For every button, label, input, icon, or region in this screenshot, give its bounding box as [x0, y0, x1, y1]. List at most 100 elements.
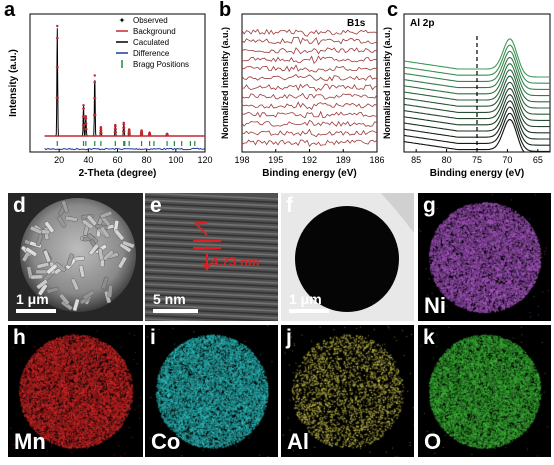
- b1s-series: [241, 128, 378, 138]
- sem-flake: [59, 293, 70, 305]
- panel-f-label: f: [286, 194, 293, 217]
- fringe-line: [145, 279, 278, 288]
- scale-label-d: 1 μm: [16, 291, 49, 307]
- o-map-canvas: [418, 325, 551, 457]
- observed-point: [93, 96, 97, 100]
- scale-bar-f: [289, 309, 329, 313]
- observed-point: [93, 81, 97, 84]
- al2p-series: [403, 88, 550, 128]
- observed-point: [56, 36, 59, 40]
- sem-flake: [35, 269, 48, 275]
- fringe-line: [145, 251, 278, 260]
- b1s-series: [241, 73, 378, 82]
- fringe-line: [145, 318, 208, 321]
- observed-point: [56, 66, 59, 69]
- lattice-fringes: [145, 193, 278, 321]
- sem-flake: [70, 278, 80, 291]
- panel-g-label: g: [423, 194, 436, 217]
- fringe-line: [145, 265, 278, 274]
- fringe-line: [145, 304, 278, 312]
- observed-point: [84, 115, 88, 118]
- b1s-series: [241, 139, 378, 148]
- al2p-series: [403, 44, 550, 84]
- sem-particle: [8, 193, 143, 321]
- observed-point: [122, 126, 126, 129]
- sem-image: d 1 μm: [8, 193, 143, 321]
- observed-point: [100, 129, 103, 132]
- panel-i-label: i: [150, 326, 156, 349]
- fringe-line: [145, 262, 278, 270]
- fringe-line: [145, 220, 278, 228]
- x-tick-label: 20: [54, 155, 64, 165]
- panel-j-label: j: [286, 326, 292, 349]
- al2p-series: [403, 38, 550, 78]
- sem-flake: [97, 247, 104, 261]
- observed-point: [128, 132, 131, 135]
- sem-flake: [35, 233, 44, 247]
- fringe-line: [145, 199, 278, 207]
- al2p-series: [403, 94, 550, 134]
- xrd-chart: 20 40 60 80 100 120 2-Theta (degree) Intensity …: [8, 13, 213, 179]
- fringe-line: [145, 283, 278, 291]
- difference-line: [44, 147, 206, 151]
- fringe-line: [145, 248, 278, 256]
- panel-k-label: k: [423, 326, 435, 349]
- scale-label-e: 5 nm: [153, 291, 186, 307]
- x-tick-label: 65: [533, 155, 543, 165]
- element-o: O: [424, 429, 442, 454]
- observed-point: [114, 130, 118, 134]
- y-axis-label: Normalized intensity (a.u.): [382, 27, 392, 139]
- ni-map-canvas: [418, 193, 551, 321]
- sem-flake: [88, 243, 99, 256]
- b1s-series: [241, 36, 378, 46]
- sem-flake: [122, 240, 135, 249]
- co-map: i Co: [145, 325, 278, 457]
- x-tick-label: 70: [502, 155, 512, 165]
- x-tick-label: 192: [302, 155, 317, 165]
- legend-label: Observed: [133, 16, 168, 25]
- x-tick-label: 80: [442, 155, 452, 165]
- sem-flake: [78, 264, 86, 278]
- mn-map: h Mn: [8, 325, 143, 457]
- sem-flake: [113, 229, 125, 241]
- legend-symbol: ✦: [119, 16, 126, 25]
- observed-point: [85, 127, 88, 131]
- sem-flake: [56, 215, 67, 228]
- sem-flake: [46, 286, 60, 294]
- al-map-canvas: [281, 325, 414, 457]
- scale-bar-d: [16, 309, 56, 313]
- observed-point: [128, 128, 131, 132]
- x-tick-label: 85: [411, 155, 421, 165]
- observed-point: [84, 117, 88, 120]
- fringe-line: [145, 193, 278, 200]
- sem-flake: [61, 200, 69, 213]
- observed-point: [114, 127, 117, 131]
- sem-flake: [99, 226, 110, 239]
- y-axis-label: Normalized intensity (a.u.): [220, 27, 230, 139]
- fringe-line: [145, 276, 278, 284]
- fringe-line: [145, 202, 278, 211]
- x-tick-label: 120: [197, 155, 212, 165]
- observed-point: [82, 115, 86, 118]
- tem-image: f 1 μm: [281, 193, 414, 321]
- observed-point: [100, 131, 103, 135]
- hrtem-image: e 4.73 nm 5 nm: [145, 193, 278, 321]
- fringe-line: [145, 223, 278, 232]
- observed-point: [123, 130, 126, 133]
- sem-flake: [30, 274, 44, 280]
- x-tick-label: 189: [336, 155, 351, 165]
- sem-flake: [46, 263, 58, 275]
- sem-flake: [44, 221, 55, 233]
- b1s-series: [241, 28, 378, 37]
- legend-label: Background: [133, 27, 176, 36]
- b1s-series: [241, 110, 378, 119]
- observed-point: [114, 125, 117, 128]
- fringe-line: [145, 230, 278, 239]
- x-axis-label: Binding energy (eV): [430, 168, 524, 179]
- fringe-line: [145, 216, 278, 225]
- sem-flake: [101, 276, 109, 290]
- x-tick-label: 100: [168, 155, 183, 165]
- sem-flake: [65, 215, 78, 222]
- fringe-line: [145, 269, 278, 277]
- mn-map-canvas: [8, 325, 143, 457]
